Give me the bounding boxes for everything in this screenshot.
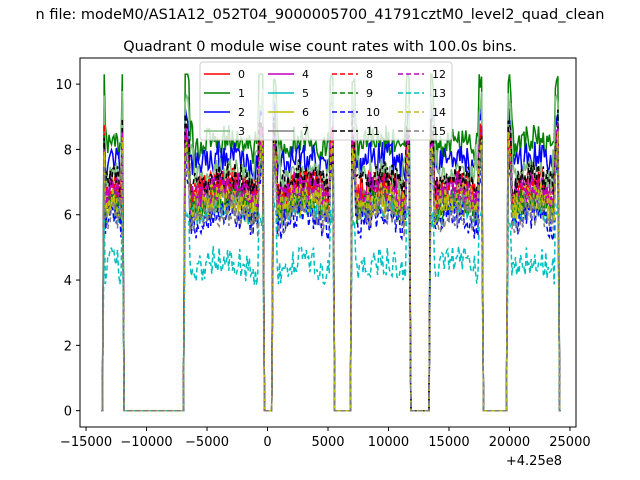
- legend-frame: [199, 61, 453, 141]
- y-tick-label: 0: [64, 405, 72, 420]
- y-axis: 0 2 4 6 8 10: [55, 78, 80, 420]
- legend-label-2: 2: [238, 106, 245, 119]
- legend-label-8: 8: [366, 68, 373, 81]
- legend-label-15: 15: [432, 125, 446, 138]
- legend-label-0: 0: [238, 68, 245, 81]
- x-offset-label: +4.25e8: [506, 454, 562, 469]
- y-tick-label: 2: [64, 339, 72, 354]
- x-tick-label: −10000: [120, 435, 172, 450]
- x-tick-label: 0: [263, 435, 271, 450]
- y-tick-label: 6: [64, 209, 72, 224]
- x-axis: −15000 −10000 −5000 0 5000 10000 15000 20000 250…: [60, 427, 591, 450]
- series-line-13: [101, 195, 561, 412]
- x-tick-label: 25000: [549, 435, 590, 450]
- series-line-10: [101, 147, 561, 412]
- y-tick-label: 8: [64, 143, 72, 158]
- x-tick-label: 20000: [489, 435, 530, 450]
- figure-suptitle: n file: modeM0/AS1A12_052T04_9000005700_…: [36, 7, 605, 23]
- legend-label-9: 9: [366, 87, 373, 100]
- y-tick-label: 10: [55, 78, 72, 93]
- legend-label-14: 14: [432, 106, 446, 119]
- legend-label-7: 7: [302, 125, 309, 138]
- x-tick-label: −5000: [185, 435, 229, 450]
- y-tick-label: 4: [64, 274, 72, 289]
- x-tick-label: 15000: [428, 435, 469, 450]
- legend-label-3: 3: [238, 125, 245, 138]
- series-layer: [101, 71, 561, 412]
- legend-label-1: 1: [238, 87, 245, 100]
- x-tick-label: 5000: [311, 435, 344, 450]
- x-tick-label: 10000: [368, 435, 409, 450]
- chart-title: Quadrant 0 module wise count rates with …: [123, 39, 517, 55]
- legend-label-13: 13: [432, 87, 446, 100]
- series-line-15: [101, 146, 561, 412]
- legend-label-10: 10: [366, 106, 380, 119]
- legend-label-4: 4: [302, 68, 309, 81]
- x-tick-label: −15000: [60, 435, 112, 450]
- legend-label-11: 11: [366, 125, 380, 138]
- legend-label-12: 12: [432, 68, 446, 81]
- legend-label-6: 6: [302, 106, 309, 119]
- legend-label-5: 5: [302, 87, 309, 100]
